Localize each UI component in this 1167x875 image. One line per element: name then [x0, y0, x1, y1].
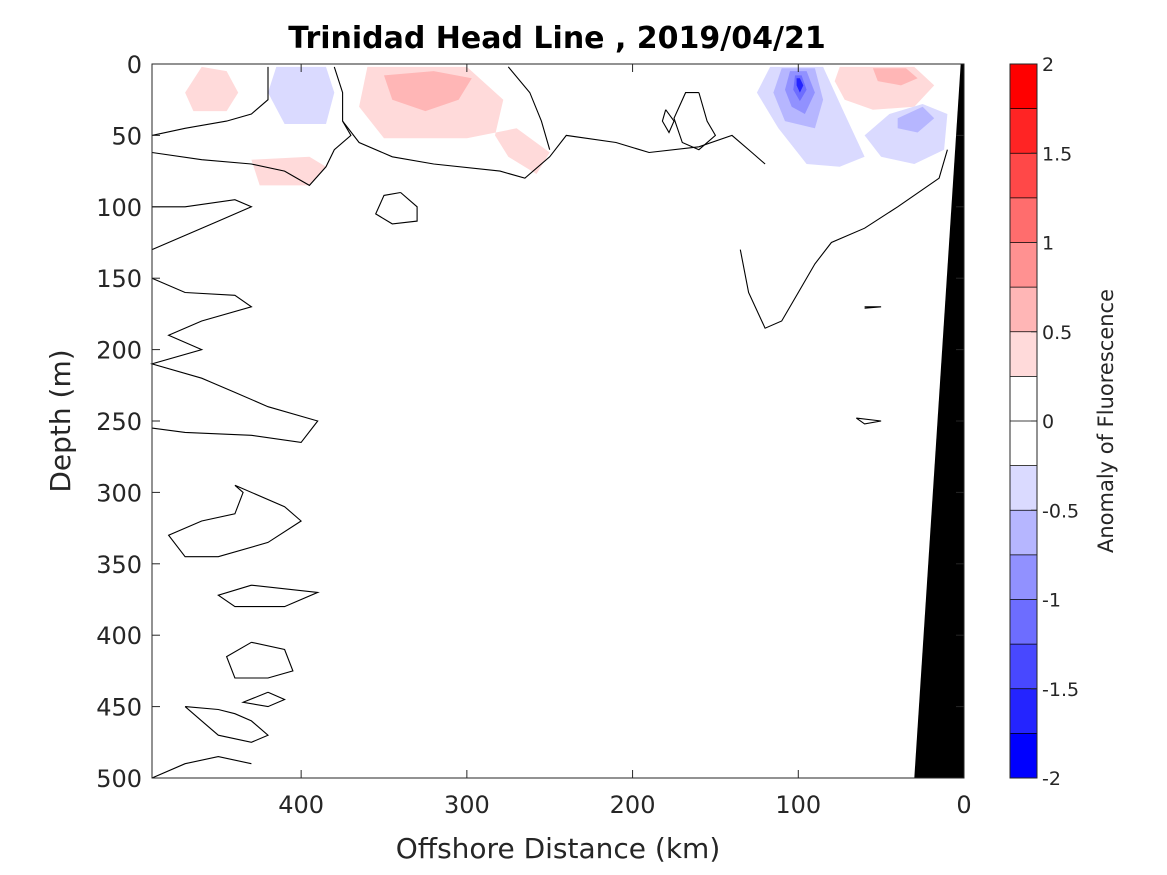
y-axis: 0 50 100 150 200 250 300 350 400 450 500 — [96, 51, 964, 793]
x-tick-label: 100 — [775, 791, 821, 819]
zero-contour-line — [507, 66, 551, 150]
colorbar-swatch — [1010, 242, 1037, 288]
colorbar: 2 1.5 1 0.5 0 -0.5 -1 -1.5 -2 — [1009, 54, 1079, 790]
colorbar-swatch — [1010, 108, 1037, 154]
colorbar-tick-label: 1.5 — [1042, 143, 1072, 165]
y-tick-label: 350 — [96, 551, 142, 579]
y-tick-label: 250 — [96, 408, 142, 436]
zero-contour-line — [374, 191, 418, 225]
land-mask — [914, 64, 964, 778]
y-tick-label: 200 — [96, 337, 142, 365]
y-tick-label: 50 — [111, 122, 142, 150]
colorbar-swatch — [1010, 510, 1037, 556]
colorbar-tick-label: -2 — [1042, 768, 1061, 790]
colorbar-tick-label: -1.5 — [1042, 679, 1079, 701]
colorbar-swatch — [1010, 197, 1037, 244]
zero-contour-line — [864, 306, 882, 309]
zero-contour-line — [184, 706, 270, 743]
y-tick-label: 300 — [96, 479, 142, 507]
anomaly-patch — [251, 156, 326, 186]
zero-contour-line — [225, 641, 294, 679]
plot-area — [150, 63, 965, 779]
zero-contour-line — [151, 120, 352, 187]
x-tick-label: 300 — [444, 791, 490, 819]
colorbar-tick-label: 0.5 — [1042, 322, 1072, 344]
zero-contour-line — [673, 92, 717, 151]
anomaly-patch — [384, 71, 472, 112]
anomaly-patch — [796, 78, 804, 93]
zero-contour-line — [151, 199, 253, 251]
colorbar-tick-label: 2 — [1042, 54, 1054, 76]
colorbar-swatch — [1010, 64, 1037, 110]
colorbar-swatch — [1010, 554, 1037, 601]
y-tick-label: 0 — [127, 51, 142, 79]
x-tick-label: 400 — [278, 791, 324, 819]
anomaly-patch — [268, 66, 335, 124]
zero-contour-line — [855, 417, 882, 425]
y-axis-label: Depth (m) — [44, 349, 77, 492]
colorbar-swatch — [1010, 421, 1037, 467]
zero-contour-line — [217, 584, 320, 608]
colorbar-swatch — [1010, 599, 1037, 645]
zero-contour-line — [167, 484, 303, 558]
anomaly-patch — [897, 106, 935, 133]
zero-contour-line — [241, 691, 286, 708]
y-tick-label: 500 — [96, 765, 142, 793]
colorbar-swatch — [1010, 153, 1037, 199]
anomaly-patch — [872, 68, 918, 86]
colorbar-tick-label: 1 — [1042, 233, 1054, 255]
y-tick-label: 150 — [96, 265, 142, 293]
colorbar-tick-label: -1 — [1042, 590, 1061, 612]
zero-contour-line — [151, 66, 269, 136]
x-tick-label: 0 — [956, 791, 971, 819]
y-tick-label: 400 — [96, 622, 142, 650]
x-tick-label: 200 — [610, 791, 656, 819]
colorbar-swatch — [1010, 376, 1037, 422]
colorbar-swatch — [1010, 331, 1037, 377]
zero-contour-line — [150, 277, 319, 443]
zero-contour-line — [739, 149, 948, 329]
zero-contour-line — [333, 66, 766, 179]
colorbar-swatch — [1010, 644, 1037, 690]
x-axis-label: Offshore Distance (km) — [396, 832, 721, 865]
y-tick-label: 100 — [96, 194, 142, 222]
x-axis: 400 300 200 100 0 — [278, 64, 972, 819]
colorbar-swatch — [1010, 733, 1037, 779]
zero-contour-line — [661, 109, 675, 134]
colorbar-swatch — [1010, 688, 1037, 734]
colorbar-tick-label: -0.5 — [1042, 500, 1079, 522]
anomaly-patch — [185, 66, 239, 112]
zero-contour-line — [151, 756, 252, 779]
colorbar-label: Anomaly of Fluorescence — [1094, 289, 1118, 553]
colorbar-tick-label: 0 — [1042, 411, 1054, 433]
chart-title: Trinidad Head Line , 2019/04/21 — [288, 21, 825, 56]
colorbar-swatch — [1010, 287, 1037, 333]
colorbar-swatch — [1010, 465, 1037, 511]
y-tick-label: 450 — [96, 694, 142, 722]
